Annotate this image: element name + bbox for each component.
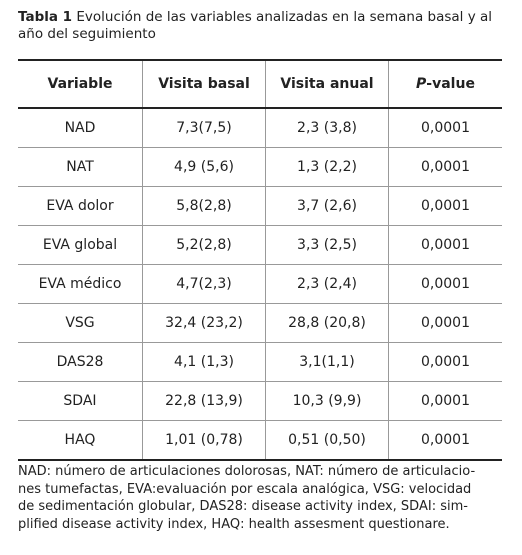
header-cell: P-value [388, 59, 502, 109]
table-cell: 3,7 (2,6) [265, 186, 389, 226]
table-row: EVA dolor 5,8(2,8) 3,7 (2,6) 0,0001 [18, 186, 502, 226]
header-italic: P [416, 76, 427, 92]
header-text: -value [426, 76, 475, 92]
table-cell: 0,0001 [388, 342, 502, 382]
table-row: NAT 4,9 (5,6) 1,3 (2,2) 0,0001 [18, 147, 502, 187]
table-cell: VSG [18, 303, 143, 343]
table-row: DAS28 4,1 (1,3) 3,1(1,1) 0,0001 [18, 342, 502, 382]
table-cell: HAQ [18, 420, 143, 461]
footnote-line: NAD: número de articulaciones dolorosas,… [18, 464, 476, 479]
table-cell: 5,8(2,8) [142, 186, 266, 226]
table-cell: NAT [18, 147, 143, 187]
table-cell: 0,0001 [388, 108, 502, 148]
table-cell: EVA dolor [18, 186, 143, 226]
table-cell: 5,2(2,8) [142, 225, 266, 265]
table-cell: 1,3 (2,2) [265, 147, 389, 187]
table-body: NAD 7,3(7,5) 2,3 (3,8) 0,0001 NAT 4,9 (5,6) 1,… [18, 108, 502, 461]
table-cell: 4,1 (1,3) [142, 342, 266, 382]
footnote-line: nes tumefactas, EVA:evaluación por escal… [18, 481, 472, 497]
header-row: Variable Visita basal Visita anual P-value [18, 59, 502, 109]
table-cell: 0,51 (0,50) [265, 420, 389, 461]
table-cell: 0,0001 [388, 381, 502, 421]
table-row: EVA global 5,2(2,8) 3,3 (2,5) 0,0001 [18, 225, 502, 265]
table-cell: 10,3 (9,9) [265, 381, 389, 421]
header-cell: Visita anual [265, 59, 389, 109]
caption-label: Tabla 1 [18, 9, 73, 25]
table-cell: 4,7(2,3) [142, 264, 266, 304]
footnote-line: de sedimentación globular, DAS28: diseas… [18, 499, 468, 514]
table-row: EVA médico 4,7(2,3) 2,3 (2,4) 0,0001 [18, 264, 502, 304]
table: Variable Visita basal Visita anual P-value … [18, 59, 502, 461]
table-cell: 2,3 (3,8) [265, 108, 389, 148]
header-cell: Visita basal [142, 59, 266, 109]
table-cell: EVA médico [18, 264, 143, 304]
table-cell: 28,8 (20,8) [265, 303, 389, 343]
table-row: SDAI 22,8 (13,9) 10,3 (9,9) 0,0001 [18, 381, 502, 421]
table-row: NAD 7,3(7,5) 2,3 (3,8) 0,0001 [18, 108, 502, 148]
table-cell: 0,0001 [388, 147, 502, 187]
caption-text: Evolución de las variables analizadas en… [18, 9, 493, 42]
table-row: HAQ 1,01 (0,78) 0,51 (0,50) 0,0001 [18, 420, 502, 461]
table-cell: 0,0001 [388, 264, 502, 304]
table-cell: 0,0001 [388, 420, 502, 461]
table-cell: 0,0001 [388, 303, 502, 343]
table-cell: NAD [18, 108, 143, 148]
table-cell: 4,9 (5,6) [142, 147, 266, 187]
table-cell: 0,0001 [388, 225, 502, 265]
table-cell: 1,01 (0,78) [142, 420, 266, 461]
table-cell: 3,3 (2,5) [265, 225, 389, 265]
table-cell: DAS28 [18, 342, 143, 382]
table-cell: SDAI [18, 381, 143, 421]
table-cell: 32,4 (23,2) [142, 303, 266, 343]
table-cell: EVA global [18, 225, 143, 265]
table-cell: 2,3 (2,4) [265, 264, 389, 304]
table-cell: 7,3(7,5) [142, 108, 266, 148]
footnote: NAD: número de articulaciones dolorosas,… [18, 463, 508, 533]
table-cell: 0,0001 [388, 186, 502, 226]
table-row: VSG 32,4 (23,2) 28,8 (20,8) 0,0001 [18, 303, 502, 343]
footnote-line: plified disease activity index, HAQ: hea… [18, 516, 450, 532]
table-cell: 3,1(1,1) [265, 342, 389, 382]
header-cell: Variable [18, 59, 143, 109]
caption: Tabla 1 Evolución de las variables anali… [18, 9, 508, 43]
table-cell: 22,8 (13,9) [142, 381, 266, 421]
